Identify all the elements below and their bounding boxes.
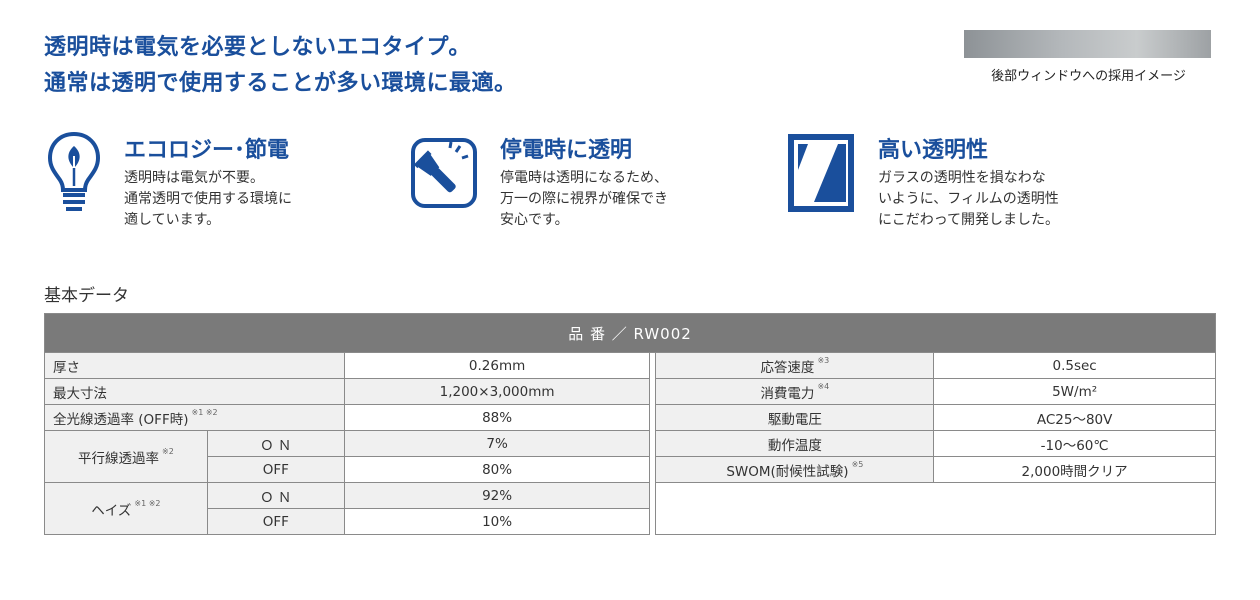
flashlight-icon: [411, 138, 477, 208]
haze-on-label: Ｏ Ｎ: [206, 482, 345, 509]
thickness-value: 0.26mm: [343, 352, 651, 379]
drive-voltage-label: 駆動電圧: [655, 404, 935, 431]
haze-off-value: 10%: [343, 508, 651, 535]
empty-cell: [655, 482, 1216, 535]
headline: 透明時は電気を必要としないエコタイプ。 通常は透明で使用することが多い環境に最適…: [44, 30, 517, 102]
power-value: 5W/m²: [933, 378, 1216, 405]
parallel-on-value: 7%: [343, 430, 651, 457]
operating-temp-label: 動作温度: [655, 430, 935, 457]
swom-value: 2,000時間クリア: [933, 456, 1216, 483]
feature-eco-description: 透明時は電気が不要。 通常透明で使用する環境に 適しています。: [124, 170, 292, 228]
swom-label: SWOM(耐候性試験) ※5: [655, 456, 935, 483]
table-header: 品 番 ／ RW002: [44, 313, 1216, 353]
table-row: ヘイズ ※1 ※2 Ｏ Ｎ 92%: [44, 482, 1216, 535]
haze-label: ヘイズ ※1 ※2: [44, 482, 208, 535]
drive-voltage-value: AC25～80V: [933, 404, 1216, 431]
operating-temp-value: -10～60℃: [933, 430, 1216, 457]
power-label: 消費電力 ※4: [655, 378, 935, 405]
max-size-label: 最大寸法: [44, 378, 345, 405]
parallel-transmittance-label: 平行線透過率 ※2: [44, 430, 208, 483]
response-speed-value: 0.5sec: [933, 352, 1216, 379]
section-title-basic-data: 基本データ: [44, 286, 129, 306]
table-row: OFF 80% SWOM(耐候性試験) ※5 2,000時間クリア: [45, 456, 1216, 483]
table-row: 全光線透過率 (OFF時) ※1 ※2 88% 駆動電圧 AC25～80V: [44, 404, 1216, 431]
thickness-label: 厚さ: [44, 352, 345, 379]
table-row: 平行線透過率 ※2 Ｏ Ｎ 7% 動作温度 -10～60℃: [44, 430, 1216, 483]
feature-blackout-description: 停電時は透明になるため、 万一の際に視界が確保でき 安心です。: [500, 170, 668, 228]
feature-eco-title: エコロジー･節電: [124, 138, 290, 163]
headline-line-2: 通常は透明で使用することが多い環境に最適。: [44, 71, 517, 96]
spec-table: 品 番 ／ RW002 厚さ 0.26mm 応答速度 ※3 0.5sec 最大寸法…: [44, 313, 1216, 535]
table-row: 厚さ 0.26mm 応答速度 ※3 0.5sec: [44, 352, 1216, 379]
max-size-value: 1,200×3,000mm: [343, 378, 651, 405]
feature-blackout-title: 停電時に透明: [500, 138, 633, 163]
table-row: 最大寸法 1,200×3,000mm 消費電力 ※4 5W/m²: [44, 378, 1216, 405]
table-row: OFF 10%: [45, 508, 1216, 535]
parallel-on-label: Ｏ Ｎ: [206, 430, 345, 457]
feature-transparency-title: 高い透明性: [878, 138, 989, 163]
transparency-icon: [788, 134, 854, 212]
feature-transparency-description: ガラスの透明性を損なわな いように、フィルムの透明性 にこだわって開発しました。: [878, 170, 1060, 228]
image-caption: 後部ウィンドウへの採用イメージ: [991, 69, 1186, 84]
haze-off-label: OFF: [206, 508, 345, 535]
haze-on-value: 92%: [343, 482, 651, 509]
parallel-off-value: 80%: [343, 456, 651, 483]
parallel-off-label: OFF: [206, 456, 345, 483]
total-transmittance-label: 全光線透過率 (OFF時) ※1 ※2: [44, 404, 345, 431]
rear-window-image: [964, 30, 1211, 58]
eco-bulb-icon: [47, 131, 101, 211]
headline-line-1: 透明時は電気を必要としないエコタイプ。: [44, 35, 471, 60]
total-transmittance-value: 88%: [343, 404, 651, 431]
response-speed-label: 応答速度 ※3: [655, 352, 935, 379]
